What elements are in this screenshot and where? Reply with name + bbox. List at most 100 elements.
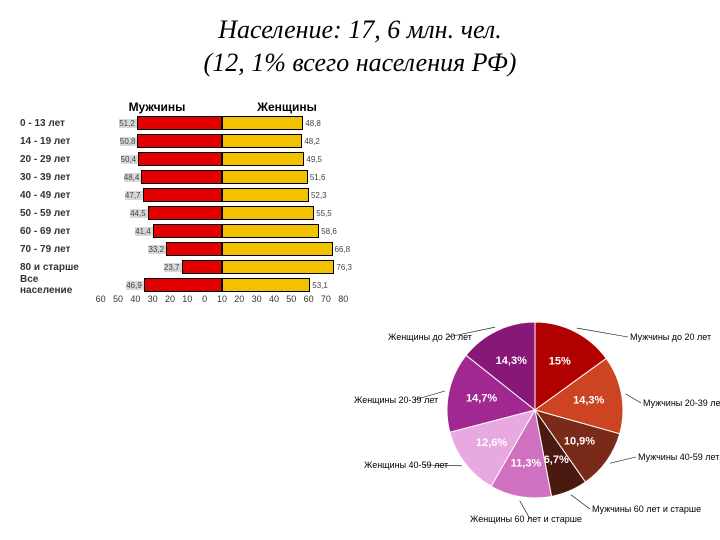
male-bar	[144, 278, 222, 292]
axis-tick: 40	[127, 294, 144, 304]
female-bar	[222, 188, 309, 202]
axis-tick: 30	[248, 294, 265, 304]
male-bar	[141, 170, 222, 184]
axis-tick: 10	[213, 294, 230, 304]
title-line1: Население: 17, 6 млн. чел.	[0, 14, 720, 47]
pyramid-row: 70 - 79 лет 33,2 66,8	[20, 240, 400, 258]
male-value: 44,5	[130, 209, 148, 218]
pyramid-header-male: Мужчины	[92, 100, 222, 114]
pyramid-row: 30 - 39 лет 48,4 51,6	[20, 168, 400, 186]
pyramid-category: 14 - 19 лет	[20, 136, 92, 147]
pyramid-category: 40 - 49 лет	[20, 190, 92, 201]
male-value: 47,7	[125, 191, 143, 200]
pyramid-row: 60 - 69 лет 41,4 58,6	[20, 222, 400, 240]
pie-label: Мужчины до 20 лет	[630, 332, 711, 342]
pie-percent: 14,7%	[466, 393, 497, 405]
title-line2: (12, 1% всего населения РФ)	[0, 47, 720, 80]
pie-percent: 14,3%	[573, 394, 604, 406]
pyramid-category: 60 - 69 лет	[20, 226, 92, 237]
female-value: 76,3	[334, 263, 352, 272]
pie-leader	[571, 495, 590, 509]
pyramid-category: 50 - 59 лет	[20, 208, 92, 219]
female-value: 53,1	[310, 281, 328, 290]
male-value: 46,9	[126, 281, 144, 290]
male-value: 50,8	[120, 137, 138, 146]
male-value: 50,4	[121, 155, 139, 164]
pyramid-row: 14 - 19 лет 50,8 48,2	[20, 132, 400, 150]
pie-percent: 14,3%	[496, 355, 527, 367]
male-value: 51,2	[119, 119, 137, 128]
pyramid-category: 30 - 39 лет	[20, 172, 92, 183]
female-bar	[222, 260, 334, 274]
female-bar	[222, 206, 314, 220]
axis-tick: 10	[179, 294, 196, 304]
male-bar	[143, 188, 223, 202]
male-value: 33,2	[148, 245, 166, 254]
pyramid-row: 50 - 59 лет 44,5 55,5	[20, 204, 400, 222]
pie-label: Женщины до 20 лет	[388, 332, 472, 342]
axis-tick: 50	[283, 294, 300, 304]
male-bar	[182, 260, 223, 274]
female-bar	[222, 152, 304, 166]
pyramid-category: 70 - 79 лет	[20, 244, 92, 255]
axis-tick: 40	[265, 294, 282, 304]
axis-tick: 30	[144, 294, 161, 304]
female-bar	[222, 278, 310, 292]
pie-label: Мужчины 20-39 лет	[643, 398, 720, 408]
axis-tick: 50	[109, 294, 126, 304]
pyramid-row: 0 - 13 лет 51,2 48,8	[20, 114, 400, 132]
axis-tick: 60	[92, 294, 109, 304]
pyramid-row: 40 - 49 лет 47,7 52,3	[20, 186, 400, 204]
pie-percent: 6,7%	[544, 454, 569, 466]
pyramid-category: 0 - 13 лет	[20, 118, 92, 129]
pie-label: Мужчины 60 лет и старше	[592, 504, 701, 514]
pie-percent: 15%	[549, 355, 571, 367]
axis-tick: 70	[317, 294, 334, 304]
female-bar	[222, 116, 303, 130]
pie-percent: 12,6%	[476, 437, 507, 449]
male-bar	[166, 242, 222, 256]
female-value: 51,6	[308, 173, 326, 182]
female-value: 48,2	[302, 137, 320, 146]
male-value: 48,4	[124, 173, 142, 182]
female-bar	[222, 224, 319, 238]
female-bar	[222, 242, 333, 256]
axis-tick: 0	[196, 294, 213, 304]
axis-tick: 60	[300, 294, 317, 304]
pyramid-row: Все население 46,9 53,1	[20, 276, 400, 294]
population-pyramid: Мужчины Женщины 0 - 13 лет 51,2 48,8 14 - 1…	[20, 100, 400, 304]
female-value: 55,5	[314, 209, 332, 218]
male-bar	[137, 116, 222, 130]
pyramid-category: Все население	[20, 274, 92, 296]
female-value: 52,3	[309, 191, 327, 200]
pie-label: Мужчины 40-59 лет	[638, 452, 719, 462]
female-value: 48,8	[303, 119, 321, 128]
female-value: 66,8	[333, 245, 351, 254]
pyramid-category: 20 - 29 лет	[20, 154, 92, 165]
male-bar	[153, 224, 222, 238]
pie-leader	[610, 457, 636, 463]
axis-tick: 20	[161, 294, 178, 304]
pie-label: Женщины 60 лет и старше	[470, 514, 582, 524]
male-bar	[137, 134, 222, 148]
axis-tick: 80	[335, 294, 352, 304]
female-bar	[222, 134, 302, 148]
pie-percent: 11,3%	[511, 458, 542, 470]
pyramid-row: 20 - 29 лет 50,4 49,5	[20, 150, 400, 168]
female-bar	[222, 170, 308, 184]
pyramid-header-female: Женщины	[222, 100, 352, 114]
pie-leader	[577, 328, 628, 337]
male-bar	[148, 206, 222, 220]
female-value: 49,5	[304, 155, 322, 164]
population-pie: 15% 14,3% 10,9% 6,7%11,3% 12,6% 14,7% 14,3% Му…	[360, 290, 710, 530]
pie-percent: 10,9%	[564, 435, 595, 447]
female-value: 58,6	[319, 227, 337, 236]
male-bar	[138, 152, 222, 166]
pie-label: Женщины 40-59 лет	[364, 460, 448, 470]
male-value: 23,7	[164, 263, 182, 272]
male-value: 41,4	[135, 227, 153, 236]
pyramid-category: 80 и старше	[20, 262, 92, 273]
pie-leader	[626, 394, 641, 403]
pie-label: Женщины 20-39 лет	[354, 395, 438, 405]
axis-tick: 20	[231, 294, 248, 304]
